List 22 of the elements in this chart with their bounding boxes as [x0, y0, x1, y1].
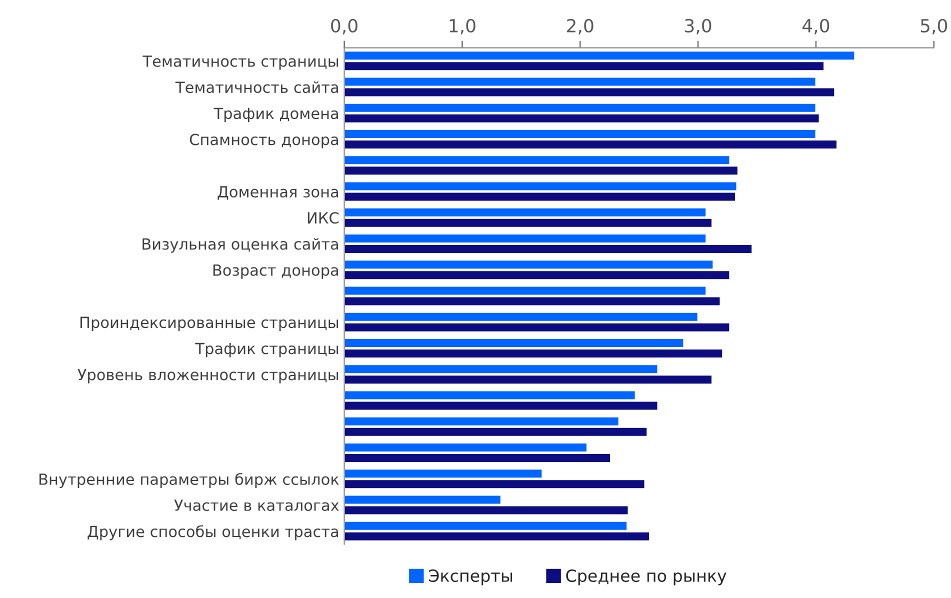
y-tick-label: ИКС — [308, 212, 339, 224]
y-tick-label: Доменная зона — [218, 186, 338, 200]
y-tick-label: Визульная оценка сайта — [142, 238, 338, 253]
x-tick-label: 3,0 — [685, 18, 712, 34]
y-tick-label: Возраст донора — [213, 264, 338, 279]
y-tick-label: Тематичность страницы — [142, 56, 338, 70]
x-tick-label: 1,0 — [450, 18, 476, 34]
y-tick-label: Тематичность сайта — [175, 81, 338, 94]
y-tick-label: Участие в каталогах — [174, 500, 339, 512]
y-tick-label: Трафик страницы — [195, 342, 338, 358]
y-tick-label: Трафик домена — [214, 108, 338, 122]
y-tick-label: Внутренние параметры бирж ссылок — [40, 472, 339, 488]
y-tick-label: Проиндексированные страницы — [80, 316, 338, 332]
legend-label: Среднее по рынку — [566, 569, 726, 586]
y-tick-label: Спамность донора — [190, 134, 338, 148]
x-tick-label: 0,0 — [331, 18, 358, 34]
y-tick-label: Другие способы оценки траста — [88, 525, 338, 540]
x-tick-label: 5,0 — [920, 18, 948, 34]
y-tick-label: Уровень вложенности страницы — [78, 369, 338, 384]
x-tick-label: 4,0 — [802, 18, 830, 34]
legend-label: Эксперты — [428, 569, 512, 586]
x-tick-label: 2,0 — [567, 18, 594, 34]
